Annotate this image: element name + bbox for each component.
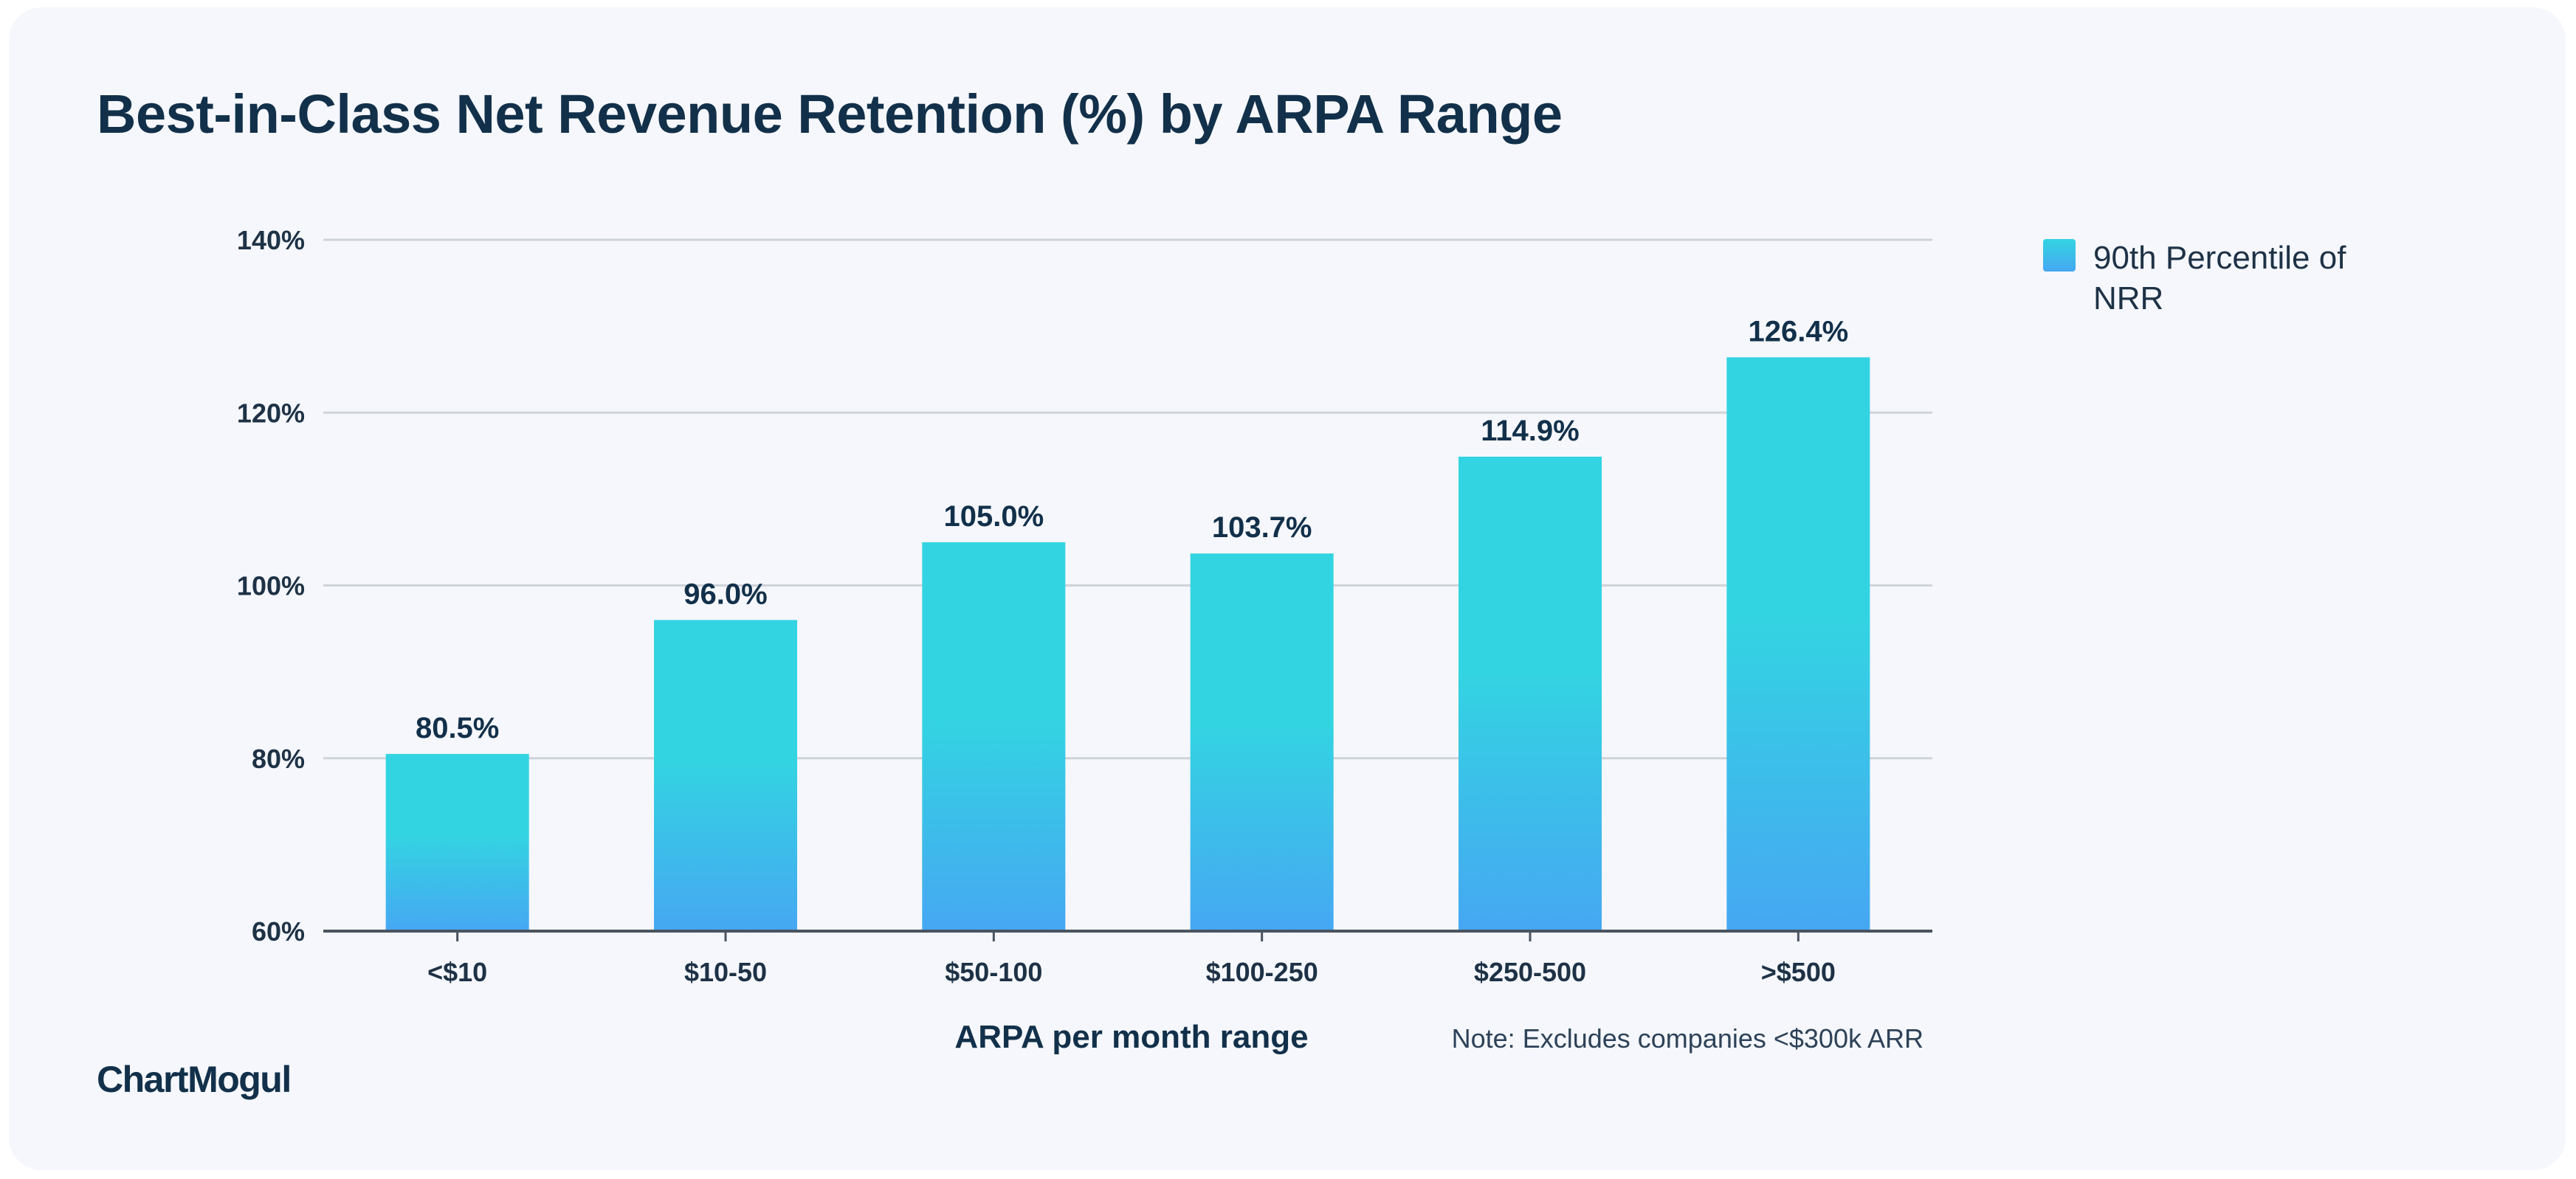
bar-value-label: 105.0% [943,500,1044,533]
bar [385,753,529,931]
bar-value-labels: 80.5% 96.0% 105.0% 103.7% 114.9% 126.4% [416,315,1848,744]
x-axis-title: ARPA per month range [954,1019,1308,1055]
x-tick-label: $250-500 [1474,957,1586,987]
legend-swatch [2043,239,2076,272]
chart-title: Best-in-Class Net Revenue Retention (%) … [97,83,1563,145]
x-axis-ticks: <$10 $10-50 $50-100 $100-250 $250-500 >$500 [427,931,1836,987]
bar-value-label: 114.9% [1481,415,1579,447]
x-tick-label: >$500 [1761,957,1836,987]
y-tick-label: 120% [237,398,305,428]
x-tick-label: <$10 [427,957,487,987]
bar [654,620,797,931]
y-tick-label: 80% [252,744,305,774]
x-tick-label: $10-50 [684,957,767,987]
y-tick-label: 140% [237,225,305,255]
legend-label: 90th Percentile of NRR [2093,240,2346,317]
x-tick-label: $100-250 [1206,957,1318,987]
bars [385,357,1870,931]
bar [1726,357,1870,931]
bar-value-label: 96.0% [683,578,767,610]
bar [922,542,1066,931]
x-tick-label: $50-100 [945,957,1042,987]
bar-value-label: 80.5% [416,712,499,744]
gridlines [323,238,1932,760]
bar [1459,456,1602,931]
y-tick-label: 60% [252,916,305,947]
y-tick-label: 100% [237,571,305,601]
bar-value-label: 126.4% [1748,315,1848,348]
y-axis-ticks: 60% 80% 100% 120% 140% [237,225,305,947]
chart-note: Note: Excludes companies <$300k ARR [1452,1023,1924,1054]
bar [1190,553,1334,931]
bar-value-label: 103.7% [1212,511,1312,544]
chartmogul-logo: ChartMogul [97,1059,292,1100]
legend: 90th Percentile of NRR [2043,238,2389,319]
